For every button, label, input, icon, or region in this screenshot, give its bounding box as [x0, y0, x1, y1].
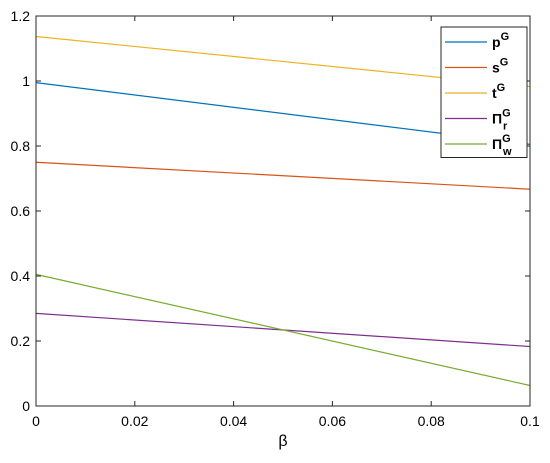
axis-layer: 0 0.02 0.04 0.06 0.08 0.1 0 0.2 0.4 0.6 0.8 1 1.2: [11, 8, 540, 429]
y-tick-label: 0.4: [11, 268, 31, 284]
y-tick-label: 1: [22, 73, 30, 89]
y-tick-label: 0.8: [11, 138, 31, 154]
legend-label-3: tG: [492, 82, 505, 101]
x-tick-label: 0.08: [418, 413, 445, 429]
y-tick-label: 0.2: [11, 333, 31, 349]
legend-label-5: ΠG w: [492, 133, 512, 158]
y-tick-label: 0.6: [11, 203, 31, 219]
legend: pG sG tG ΠG rΠG w: [440, 26, 528, 158]
y-tick-label: 0: [22, 398, 30, 414]
x-tick-label: 0.06: [319, 413, 346, 429]
x-tick-label: 0.02: [121, 413, 148, 429]
x-tick-label: 0.1: [520, 413, 540, 429]
x-axis-label: β: [278, 433, 287, 450]
legend-label-2: sG: [492, 57, 508, 76]
x-tick-label: 0: [32, 413, 40, 429]
legend-label-1: pG: [492, 31, 509, 50]
y-tick-label: 1.2: [11, 8, 31, 24]
series-line-5: [35, 273, 531, 387]
legend-label-4: ΠG r: [492, 108, 511, 133]
series-line-2: [35, 161, 531, 190]
x-tick-label: 0.04: [220, 413, 247, 429]
legend-box: [440, 26, 528, 158]
